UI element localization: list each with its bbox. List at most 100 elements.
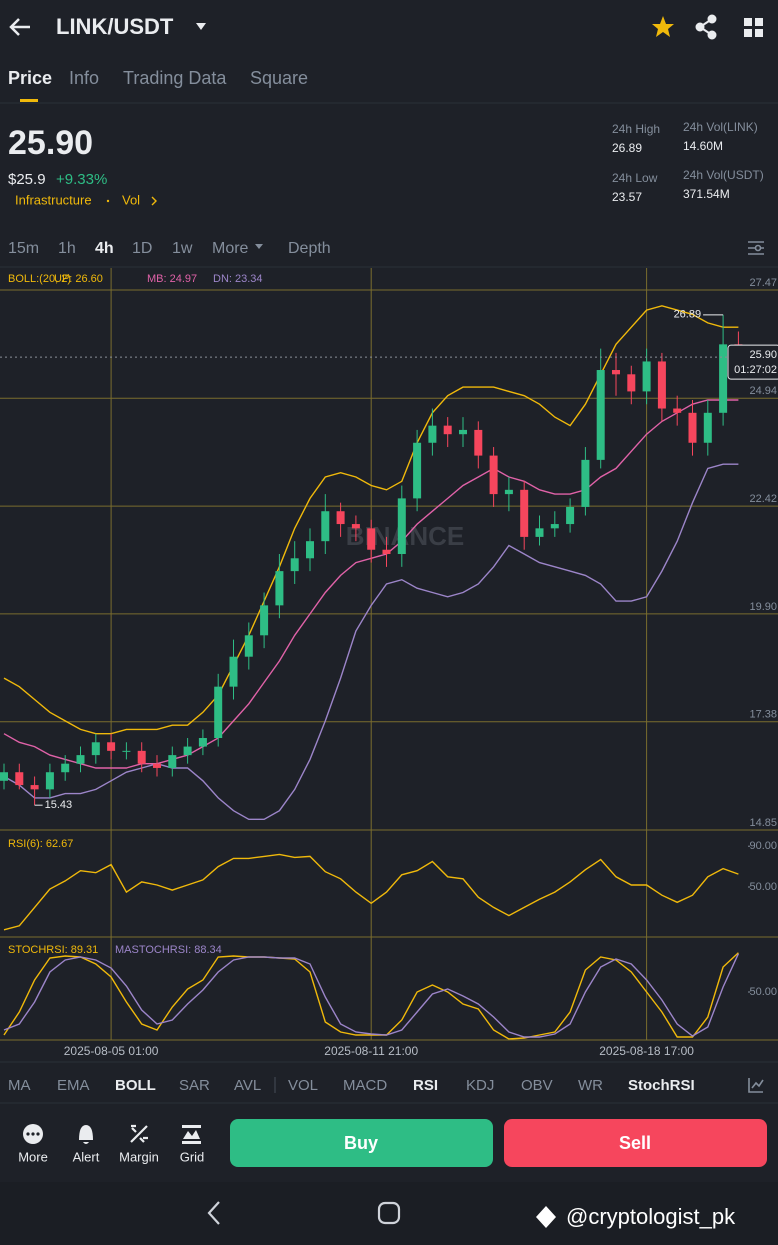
indicator-tab[interactable]: BOLL [115,1077,156,1094]
candle-body [627,374,636,392]
tab[interactable]: Trading Data [123,68,227,88]
candle-body [45,772,54,790]
x-tick-label: 2025-08-18 17:00 [599,1044,694,1058]
interval[interactable]: 1D [132,240,152,257]
legend-entry: MB: 24.97 [147,273,197,285]
indicator-line [3,953,740,1038]
candle-body [703,412,712,443]
candle-body [15,772,24,786]
candle-body [214,686,223,739]
indicator-tab[interactable]: VOL [288,1077,318,1094]
high-label: 26.89 [674,309,702,321]
pair-title[interactable]: LINK/USDT [56,14,174,39]
indicator-tab[interactable]: MA [8,1077,31,1094]
indicator-settings[interactable] [748,1078,764,1093]
interval[interactable]: 4h [95,240,114,257]
price-change: +9.33% [56,171,107,188]
favorite-star[interactable] [652,16,674,37]
nav-back[interactable] [207,1201,220,1225]
candle-body [428,425,437,443]
back-button[interactable] [9,18,30,36]
indicator-tab[interactable]: WR [578,1077,603,1094]
candle-body [321,511,330,542]
indicator-tab[interactable]: RSI [413,1077,438,1094]
indicator-tab[interactable]: SAR [179,1077,210,1094]
share-button[interactable] [695,14,717,40]
y-tick-label: 22.42 [749,493,777,505]
interval[interactable]: More [212,240,249,257]
stat-value: 14.60M [683,139,723,153]
credit-logo [536,1206,556,1228]
interval[interactable]: 1w [172,240,193,257]
candle-body [168,755,177,768]
grid-icon[interactable] [182,1125,201,1144]
indicator-tab[interactable]: OBV [521,1077,553,1094]
indicator-tab[interactable]: KDJ [466,1077,494,1094]
nav-home[interactable] [377,1201,401,1225]
candle-body [336,511,345,525]
indicator-tab[interactable]: AVL [234,1077,261,1094]
stat-value: 26.89 [612,141,642,155]
tab[interactable]: Info [69,68,99,88]
legend-entry: UP: 26.60 [54,273,103,285]
candle-body [275,571,284,606]
candle-body [520,489,529,537]
candle-body [61,763,70,773]
candle-body [76,755,85,764]
candle-body [183,746,192,756]
y-tick-label: 27.47 [749,277,777,289]
tag[interactable]: Infrastructure [15,192,92,207]
buy-button[interactable] [230,1119,493,1167]
candle-body [198,738,207,747]
legend-entry: STOCHRSI: 89.31 [8,944,98,956]
candle-body [459,429,467,435]
indicator-tab[interactable]: MACD [343,1077,387,1094]
interval[interactable]: 15m [8,240,39,257]
layout-button[interactable] [744,18,763,37]
credit: @cryptologist_pk [566,1204,736,1229]
interval[interactable]: 1h [58,240,76,257]
margin-icon[interactable] [130,1124,148,1143]
action-label[interactable]: Margin [119,1149,159,1164]
x-tick-label: 2025-08-05 01:00 [64,1044,159,1058]
legend-entry: DN: 23.34 [213,273,263,285]
candle-body [351,524,360,529]
indicator-line [3,305,739,735]
indicator-title: BOLL:(20, 2) [8,273,71,285]
interval[interactable]: Depth [288,240,331,257]
y-tick-label: 50.00 [749,881,777,893]
tab[interactable]: Price [8,68,52,88]
candle-body [550,524,559,529]
stat-value: 23.57 [612,190,642,204]
usd-price: $25.9 [8,171,46,188]
candle-body [413,442,422,499]
more-icon[interactable] [23,1124,43,1144]
indicator-tab[interactable]: StochRSI [628,1077,695,1094]
candle-body [504,489,513,495]
candle-body [642,361,651,392]
candle-body [244,635,253,657]
alert-icon[interactable] [79,1125,93,1144]
buy-label[interactable]: Buy [344,1133,378,1153]
tag[interactable]: Vol [122,192,140,207]
tab[interactable]: Square [250,68,308,88]
candle-body [382,549,391,555]
chart-settings[interactable] [748,241,764,255]
candle-body [673,408,682,413]
sell-button[interactable] [504,1119,767,1167]
candle-body [397,498,406,555]
action-label[interactable]: More [18,1149,48,1164]
pair-dropdown[interactable] [196,23,206,30]
indicator-tab[interactable]: EMA [57,1077,90,1094]
candle-body [719,344,728,413]
action-label[interactable]: Grid [180,1149,205,1164]
action-label[interactable]: Alert [73,1149,100,1164]
candle-body [306,541,314,559]
sell-label[interactable]: Sell [619,1133,651,1153]
candle-body [612,370,620,375]
candle-body [290,558,299,572]
nav-bar [0,1182,778,1245]
candle-body [260,605,269,636]
candle-body [367,528,376,550]
